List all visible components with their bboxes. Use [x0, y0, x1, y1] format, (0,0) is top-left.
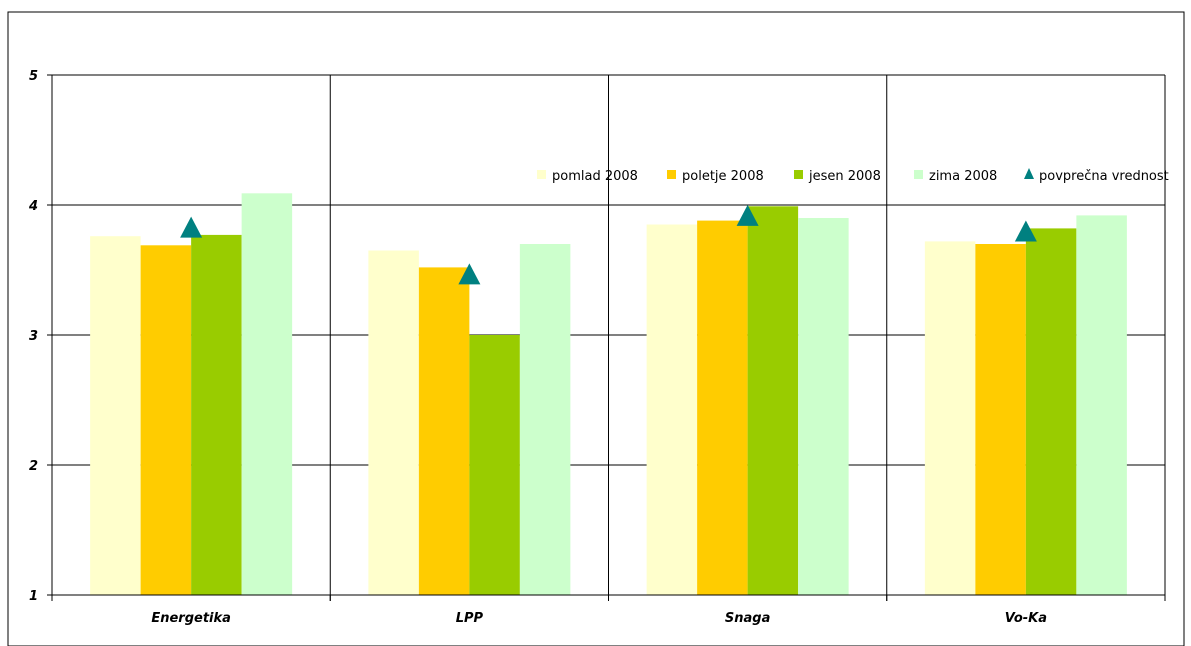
x-tick-label: LPP: [456, 611, 484, 626]
bar-snaga-4: [798, 218, 849, 595]
axes: [47, 74, 1166, 601]
bar-snaga-2: [697, 220, 748, 595]
average-marker-lpp: [458, 263, 481, 285]
average-marker-energetika: [180, 216, 203, 238]
x-tick-label: Snaga: [725, 611, 770, 626]
legend-label: jesen 2008: [808, 169, 881, 184]
average-marker-vo-ka: [1014, 220, 1037, 242]
legend-swatch: [667, 170, 676, 179]
bar-energetika-2: [140, 245, 192, 596]
bar-lpp-2: [418, 267, 470, 595]
legend-label: zima 2008: [929, 169, 997, 184]
bars: [90, 193, 1127, 596]
legend: pomlad 2008 poletje 2008 jesen 2008 zima 20…: [537, 168, 1169, 184]
legend-label: povprečna vrednost: [1039, 169, 1169, 184]
y-tick-label: 4: [28, 199, 38, 214]
average-markers: [180, 204, 1037, 285]
legend-swatch: [537, 170, 546, 179]
legend-swatch: [794, 170, 803, 179]
legend-triangle-icon: [1024, 168, 1034, 179]
bar-energetika-3: [191, 234, 242, 595]
bar-snaga-3: [747, 206, 799, 596]
bar-energetika-1: [90, 236, 141, 595]
bar-snaga-1: [646, 224, 698, 595]
bar-vo-ka-3: [1025, 228, 1077, 595]
legend-label: poletje 2008: [682, 169, 764, 184]
bar-lpp-3: [469, 335, 520, 595]
average-marker-snaga: [736, 204, 759, 226]
x-tick-label: Vo-Ka: [1005, 611, 1047, 626]
bar-vo-ka-4: [1076, 215, 1127, 595]
bar-lpp-1: [368, 250, 419, 595]
legend-label: pomlad 2008: [552, 169, 638, 184]
y-tick-label: 5: [29, 69, 38, 84]
bar-vo-ka-2: [975, 244, 1026, 595]
y-tick-label: 1: [29, 589, 38, 604]
bar-vo-ka-1: [924, 241, 976, 595]
y-tick-label: 3: [29, 329, 38, 344]
tick-labels: 1 2 3 4 5 Energetika LPP Snaga Vo-Ka: [28, 69, 1047, 626]
bar-lpp-4: [519, 244, 571, 595]
bar-energetika-4: [241, 193, 293, 596]
legend-swatch: [914, 170, 923, 179]
x-tick-label: Energetika: [151, 611, 231, 626]
y-tick-label: 2: [29, 459, 38, 474]
